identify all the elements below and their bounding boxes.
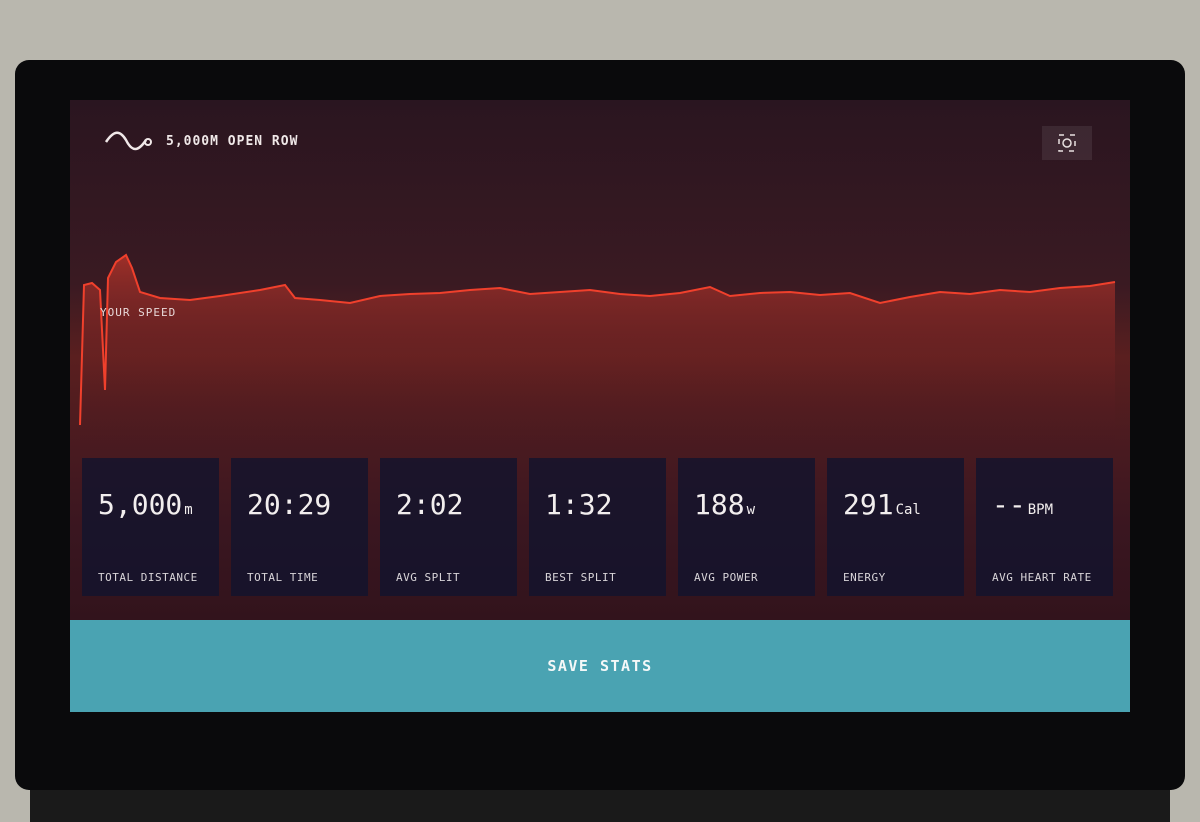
stats-row: 5,000 m TOTAL DISTANCE 20:29 TOTAL TIME 2:02 A…: [82, 458, 1122, 596]
stat-number: 5,000: [98, 488, 183, 521]
camera-button[interactable]: [1042, 126, 1092, 160]
stat-tile: 20:29 TOTAL TIME: [231, 458, 368, 596]
stat-value: 291 Cal: [843, 488, 921, 521]
stat-label: TOTAL DISTANCE: [98, 571, 198, 584]
stat-label: BEST SPLIT: [545, 571, 617, 584]
stat-label: AVG SPLIT: [396, 571, 461, 584]
monitor-stand: [30, 790, 1170, 822]
stat-number: 291: [843, 488, 894, 521]
stat-unit: m: [184, 502, 193, 518]
speed-area: [80, 255, 1115, 460]
stat-tile: 291 Cal ENERGY: [827, 458, 964, 596]
stat-tile: -- BPM AVG HEART RATE: [976, 458, 1113, 596]
stat-label: ENERGY: [843, 571, 886, 584]
stat-value: 1:32: [545, 488, 612, 521]
stat-tile: 5,000 m TOTAL DISTANCE: [82, 458, 219, 596]
logo-dot: [144, 138, 152, 146]
stat-value: 188 w: [694, 488, 755, 521]
logo-icon: [104, 131, 148, 151]
stat-unit: w: [746, 502, 756, 518]
stat-number: 188: [694, 488, 745, 521]
screen: 5,000M OPEN ROW YOUR SPEED 5,000 m TOTAL D…: [70, 100, 1130, 712]
stat-tile: 1:32 BEST SPLIT: [529, 458, 666, 596]
save-button[interactable]: SAVE STATS: [70, 620, 1130, 712]
stat-number: 1:32: [545, 488, 613, 521]
graph-label: YOUR SPEED: [100, 306, 177, 319]
stat-label: TOTAL TIME: [247, 571, 319, 584]
speed-line: [79, 253, 1116, 426]
stat-label: AVG HEART RATE: [992, 571, 1092, 584]
stat-number: --: [992, 488, 1026, 521]
stat-value: 5,000 m: [98, 488, 193, 521]
speed-graph: [79, 131, 1116, 460]
stat-tile: 2:02 AVG SPLIT: [380, 458, 517, 596]
stat-label: AVG POWER: [694, 571, 759, 584]
stat-number: 20:29: [247, 488, 332, 521]
stat-unit: BPM: [1027, 502, 1054, 518]
stat-number: 2:02: [396, 488, 464, 521]
stat-value: -- BPM: [992, 488, 1053, 521]
stat-value: 2:02: [396, 488, 463, 521]
workout-title: 5,000M OPEN ROW: [166, 134, 299, 149]
stat-value: 20:29: [247, 488, 331, 521]
stat-unit: Cal: [895, 502, 921, 518]
stat-tile: 188 w AVG POWER: [678, 458, 815, 596]
